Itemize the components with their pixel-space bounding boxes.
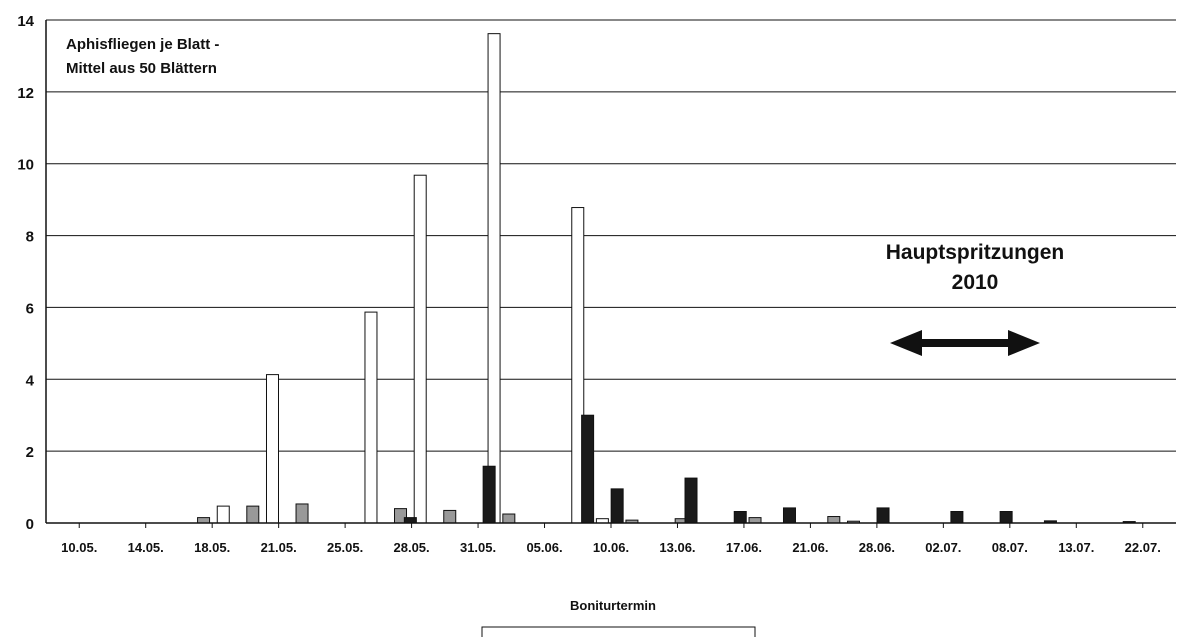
x-tick-label: 08.07.	[992, 540, 1028, 555]
x-tick-label: 13.06.	[659, 540, 695, 555]
y-tick-label: 4	[26, 372, 35, 389]
legend: 200820092010	[481, 626, 756, 637]
bar-2009	[748, 517, 762, 524]
bar-2010	[684, 477, 698, 524]
bar-2009	[197, 517, 211, 524]
x-tick-label: 22.07.	[1125, 540, 1161, 555]
x-tick-label: 10.06.	[593, 540, 629, 555]
bar-2010	[610, 488, 624, 524]
x-tick-label: 13.07.	[1058, 540, 1094, 555]
spray-annotation-line-1: Hauptspritzungen	[886, 241, 1065, 264]
x-tick-labels: 10.05. 14.05. 18.05. 21.05. 25.05. 28.05. 31.0…	[61, 540, 1161, 555]
y-tick-label: 0	[26, 516, 34, 533]
bar-2008	[487, 33, 501, 524]
spray-annotation-line-2: 2010	[952, 271, 999, 294]
axes	[45, 20, 1176, 528]
y-tick-label: 14	[17, 13, 34, 30]
bar-2010	[782, 507, 796, 524]
bar-2010	[950, 511, 964, 524]
bars-group	[197, 33, 1136, 524]
bar-2008	[216, 505, 230, 524]
y-tick-label: 10	[17, 157, 34, 174]
x-tick-label: 25.05.	[327, 540, 363, 555]
x-tick-label: 14.05.	[128, 540, 164, 555]
bar-2008	[364, 311, 378, 524]
annotation-line-2: Mittel aus 50 Blättern	[66, 60, 217, 77]
y-tick-labels: 0 2 4 6 8 10 12 14	[17, 13, 34, 533]
bar-2010	[999, 511, 1013, 524]
bar-2010	[733, 511, 747, 524]
y-tick-label: 8	[26, 229, 34, 246]
x-tick-label: 28.05.	[394, 540, 430, 555]
x-tick-label: 17.06.	[726, 540, 762, 555]
bar-2008	[413, 174, 427, 524]
x-tick-label: 10.05.	[61, 540, 97, 555]
bar-2009	[443, 509, 457, 524]
double-arrow-icon	[890, 330, 1040, 356]
bar-2009	[502, 513, 516, 524]
grid-lines	[46, 19, 1176, 452]
bar-2010	[403, 517, 417, 524]
bar-2009	[295, 503, 309, 524]
y-tick-label: 2	[26, 444, 34, 461]
y-tick-label: 6	[26, 300, 34, 317]
x-tick-label: 21.05.	[261, 540, 297, 555]
bar-2010	[482, 465, 496, 524]
annotation-line-1: Aphisfliegen je Blatt -	[66, 36, 219, 53]
x-axis-label: Boniturtermin	[570, 598, 656, 613]
x-tick-label: 05.06.	[526, 540, 562, 555]
bar-2009	[246, 505, 260, 524]
bar-2010	[581, 414, 595, 524]
x-tick-label: 28.06.	[859, 540, 895, 555]
x-tick-label: 21.06.	[792, 540, 828, 555]
x-tick-label: 31.05.	[460, 540, 496, 555]
x-tick-label: 02.07.	[925, 540, 961, 555]
y-tick-label: 12	[17, 85, 34, 102]
bar-2010	[876, 507, 890, 524]
x-tick-label: 18.05.	[194, 540, 230, 555]
bar-2009	[827, 516, 841, 524]
bar-2008	[265, 374, 279, 524]
